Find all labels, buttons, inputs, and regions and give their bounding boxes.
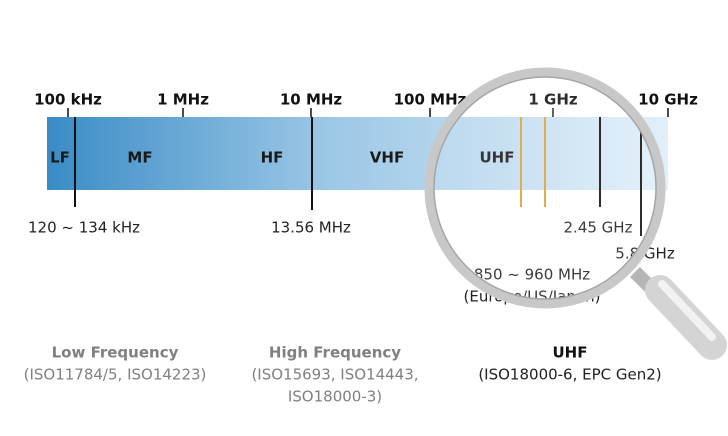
group-title: High Frequency	[269, 344, 401, 362]
marker-lines	[74, 117, 642, 236]
band-label: UHF	[480, 149, 515, 167]
scale-label: 100 MHz	[394, 91, 467, 109]
scale-label: 10 MHz	[280, 91, 343, 109]
scale-label: 1 GHz	[528, 91, 578, 109]
marker-label: 13.56 MHz	[271, 219, 351, 237]
group-title: Low Frequency	[52, 344, 179, 362]
scale-label: 100 kHz	[34, 91, 102, 109]
scale-label: 10 GHz	[638, 91, 698, 109]
group-standard: (ISO11784/5, ISO14223)	[24, 366, 207, 384]
marker-label: 120 ~ 134 kHz	[28, 219, 140, 237]
group-title: UHF	[553, 344, 588, 362]
group-standard: (ISO18000-6, EPC Gen2)	[478, 366, 661, 384]
scale-ticks	[67, 108, 669, 117]
marker-label: 850 ~ 960 MHz	[474, 266, 590, 284]
spectrum-bar	[47, 117, 668, 190]
band-label: VHF	[370, 149, 404, 167]
band-label: HF	[261, 149, 284, 167]
scale-label: 1 MHz	[157, 91, 209, 109]
band-label: LF	[50, 149, 70, 167]
band-label: MF	[127, 149, 152, 167]
group-standard: ISO18000-3)	[288, 388, 382, 406]
group-standard: (ISO15693, ISO14443,	[251, 366, 418, 384]
marker-label: 2.45 GHz	[564, 219, 633, 237]
magnifier	[424, 67, 727, 360]
